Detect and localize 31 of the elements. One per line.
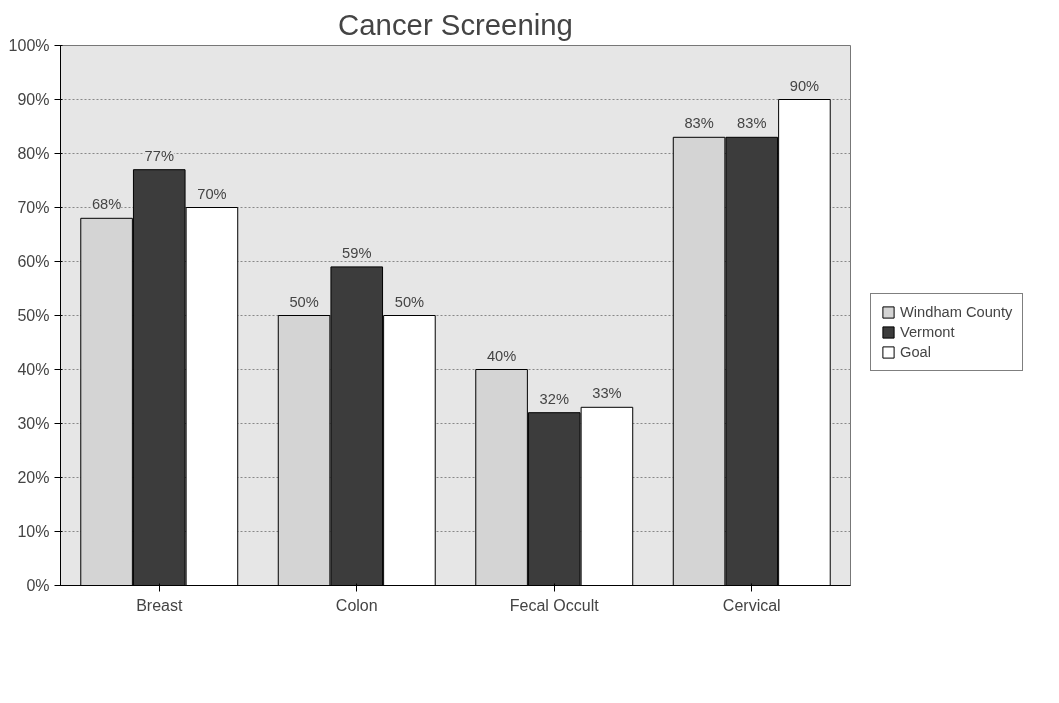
y-tick-label: 30% [17, 415, 50, 432]
x-tick-label: Cervical [722, 596, 781, 614]
data-label: 40% [486, 347, 517, 364]
data-label: 70% [197, 185, 227, 202]
y-tick-label: 70% [17, 199, 50, 216]
y-tick-label: 90% [17, 91, 50, 108]
y-tick-label: 80% [17, 145, 50, 162]
y-tick-label: 100% [8, 37, 50, 54]
chart-title: Cancer Screening [338, 7, 573, 41]
x-tick-label: Colon [335, 596, 378, 614]
data-label: 50% [289, 293, 319, 310]
data-label: 77% [144, 147, 174, 164]
y-tick-label: 50% [17, 307, 50, 324]
y-tick-label: 20% [17, 469, 50, 486]
y-tick-label: 10% [17, 523, 50, 540]
y-tick-label: 60% [17, 253, 50, 270]
y-tick-label: 40% [17, 361, 50, 378]
data-label: 68% [91, 196, 122, 213]
legend-label: Windham County [900, 304, 1013, 320]
legend-label: Vermont [900, 324, 955, 340]
data-label: 50% [394, 293, 425, 310]
data-label: 90% [789, 77, 820, 94]
x-tick-label: Fecal Occult [509, 596, 600, 614]
y-tick-label: 0% [26, 577, 50, 594]
data-label: 32% [539, 390, 569, 407]
data-label: 33% [592, 385, 622, 402]
legend-label: Goal [900, 344, 931, 360]
x-tick-label: Breast [136, 596, 183, 614]
data-label: 83% [737, 115, 767, 132]
data-label: 59% [342, 244, 372, 261]
data-label: 83% [684, 115, 714, 132]
